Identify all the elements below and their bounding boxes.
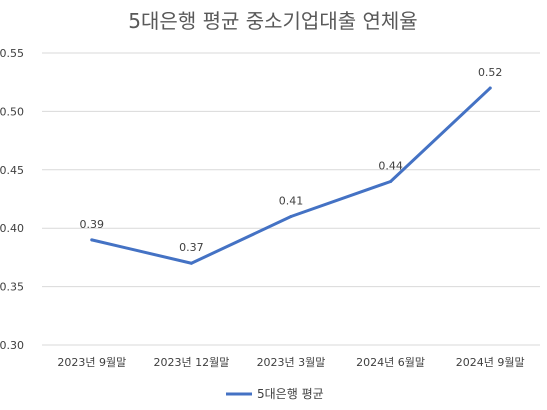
y-tick-label: 0.35 (0, 281, 24, 294)
x-tick-label: 2023년 12월말 (153, 356, 229, 369)
data-point (90, 238, 94, 242)
data-label: 0.41 (279, 195, 304, 208)
legend: 5대은행 평균 (226, 386, 324, 401)
y-tick-label: 0.45 (0, 164, 24, 177)
data-label: 0.52 (478, 66, 503, 79)
gridlines (42, 52, 540, 346)
data-point (488, 86, 492, 90)
data-label: 0.39 (80, 218, 105, 231)
x-tick-label: 2023년 3월말 (257, 356, 326, 369)
y-axis-ticks: 0.30 0.35 0.40 0.45 0.50 0.55 (0, 47, 24, 352)
legend-label: 5대은행 평균 (257, 386, 324, 401)
data-label: 0.37 (179, 241, 204, 254)
series-layer (90, 86, 492, 265)
data-label: 0.44 (378, 159, 403, 172)
x-tick-label: 2024년 6월말 (356, 356, 425, 369)
data-point (289, 215, 293, 219)
data-point (189, 261, 193, 265)
x-tick-label: 2024년 9월말 (456, 356, 525, 369)
y-tick-label: 0.50 (0, 105, 24, 118)
y-tick-label: 0.40 (0, 222, 24, 235)
data-labels: 0.39 0.37 0.41 0.44 0.52 (80, 66, 503, 254)
series-line (90, 86, 492, 265)
data-point (389, 179, 393, 183)
x-axis-ticks: 2023년 9월말 2023년 12월말 2023년 3월말 2024년 6월말 202… (57, 356, 524, 369)
y-tick-label: 0.55 (0, 47, 24, 60)
x-tick-label: 2023년 9월말 (57, 356, 126, 369)
chart-title: 5대은행 평균 중소기업대출 연체율 (128, 9, 417, 33)
y-tick-label: 0.30 (0, 339, 24, 352)
